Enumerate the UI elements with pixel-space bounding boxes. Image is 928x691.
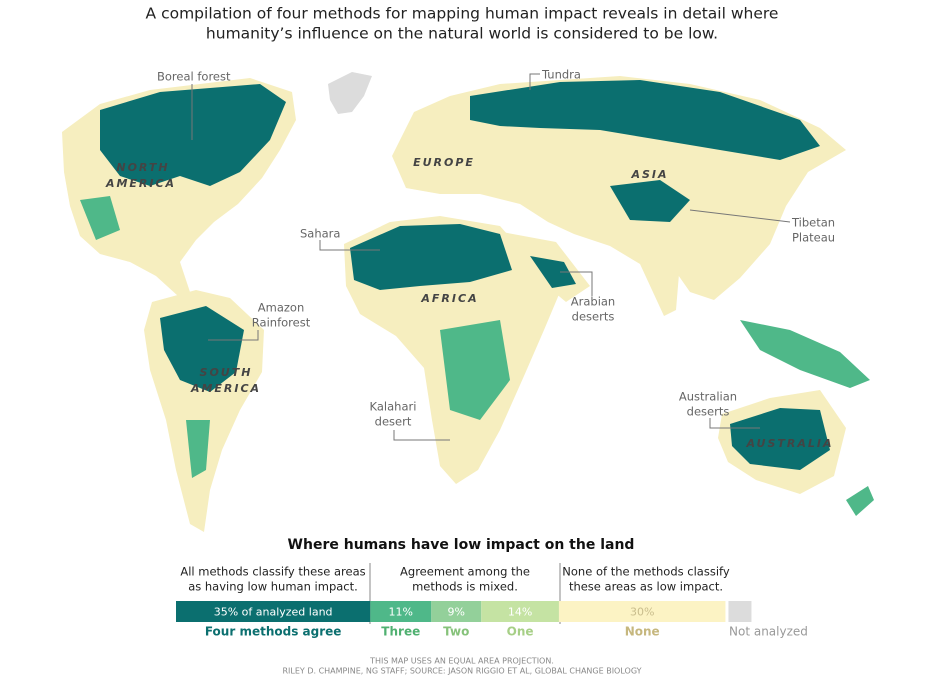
map-label: deserts bbox=[572, 310, 615, 324]
greenland bbox=[328, 72, 372, 114]
leader-line bbox=[560, 271, 593, 296]
legend-title: Where humans have low impact on the land bbox=[288, 537, 635, 553]
not-analyzed-label: Not analyzed bbox=[729, 625, 808, 639]
vegetation bbox=[80, 196, 120, 240]
leader-line bbox=[319, 240, 380, 251]
vegetation bbox=[186, 420, 210, 478]
legend-description: methods is mixed. bbox=[412, 580, 518, 594]
subtitle-line: A compilation of four methods for mappin… bbox=[146, 5, 779, 23]
vegetation bbox=[440, 320, 510, 420]
footer-line: THIS MAP USES AN EQUAL AREA PROJECTION. bbox=[369, 657, 554, 666]
continent-label: EUROPE bbox=[413, 156, 475, 169]
legend-segment bbox=[558, 601, 726, 622]
continent-label: AFRICA bbox=[420, 292, 478, 305]
map-label: Kalahari bbox=[370, 400, 417, 414]
amazon-forest bbox=[160, 306, 244, 392]
legend-segment bbox=[481, 601, 559, 622]
continent-label: AMERICA bbox=[190, 382, 261, 395]
map-label: desert bbox=[375, 415, 412, 429]
arabian-desert bbox=[530, 256, 576, 288]
world-map: Boreal forest Tundra Tibetan Plateau Sah… bbox=[62, 68, 874, 532]
legend: Where humans have low impact on the land… bbox=[176, 537, 808, 639]
continent-label: ASIA bbox=[630, 168, 668, 181]
map-label: Rainforest bbox=[252, 316, 311, 330]
continent-label: AUSTRALIA bbox=[746, 437, 834, 450]
segment-value-label: 35% of analyzed land bbox=[214, 606, 333, 619]
sahara bbox=[350, 224, 512, 290]
continent-label: AMERICA bbox=[105, 177, 176, 190]
segment-value-label: 11% bbox=[389, 606, 413, 619]
legend-description: All methods classify these areas bbox=[180, 565, 365, 579]
not-analyzed-swatch bbox=[728, 601, 752, 622]
tibetan-plateau bbox=[610, 180, 690, 222]
legend-description: as having low human impact. bbox=[188, 580, 358, 594]
map-label: Sahara bbox=[300, 227, 340, 241]
continent-label: NORTH bbox=[116, 161, 169, 174]
legend-segment bbox=[176, 601, 371, 622]
map-label: deserts bbox=[687, 405, 730, 419]
legend-description: Agreement among the bbox=[400, 565, 530, 579]
segment-value-label: 9% bbox=[448, 606, 465, 619]
leader-line bbox=[529, 73, 540, 90]
segment-name: Four methods agree bbox=[205, 625, 342, 639]
legend-segment bbox=[370, 601, 432, 622]
siberia bbox=[470, 80, 820, 160]
india bbox=[640, 262, 680, 316]
subtitle-line: humanity’s influence on the natural worl… bbox=[206, 25, 718, 43]
segment-value-label: 30% bbox=[630, 606, 654, 619]
leader-line bbox=[208, 330, 259, 341]
footer-line: RILEY D. CHAMPINE, NG STAFF; SOURCE: JAS… bbox=[282, 667, 641, 676]
continent-label: SOUTH bbox=[200, 366, 253, 379]
map-label: Australian bbox=[679, 390, 737, 404]
australian-desert bbox=[730, 408, 830, 470]
segment-name: Three bbox=[381, 625, 420, 639]
legend-description: None of the methods classify bbox=[562, 565, 730, 579]
map-label: Tibetan bbox=[791, 216, 835, 230]
map-label: Boreal forest bbox=[157, 70, 231, 84]
segment-name: None bbox=[625, 625, 660, 639]
map-label: Plateau bbox=[792, 231, 835, 245]
map-label: Arabian bbox=[571, 295, 615, 309]
new-zealand bbox=[846, 486, 874, 516]
boreal-forest bbox=[100, 84, 286, 186]
leader-line bbox=[709, 418, 760, 429]
map-label: Tundra bbox=[541, 68, 581, 82]
southeast-asia bbox=[740, 320, 870, 388]
legend-segment bbox=[431, 601, 482, 622]
legend-description: these areas as low impact. bbox=[569, 580, 723, 594]
leader-line bbox=[689, 209, 791, 223]
segment-name: One bbox=[507, 625, 534, 639]
map-label: Amazon bbox=[258, 301, 304, 315]
segment-value-label: 14% bbox=[508, 606, 532, 619]
leader-line bbox=[393, 430, 450, 441]
segment-name: Two bbox=[443, 625, 469, 639]
